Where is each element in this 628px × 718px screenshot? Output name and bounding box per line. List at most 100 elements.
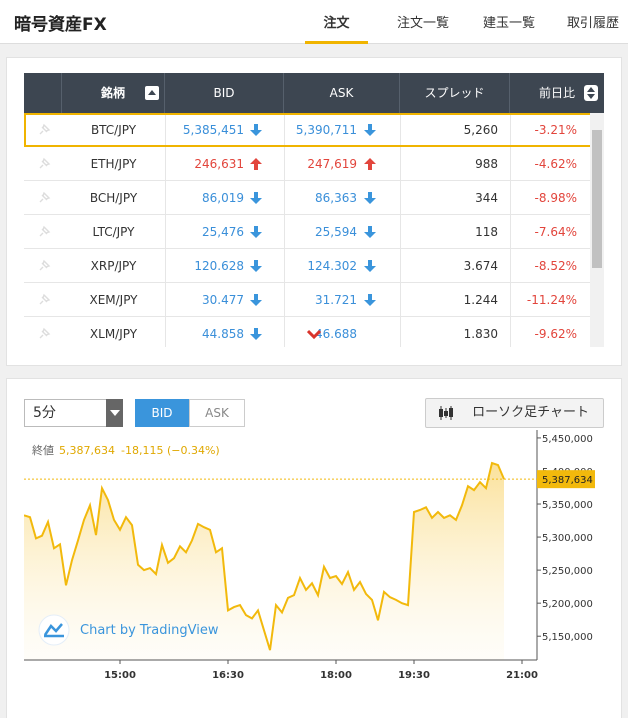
cell-divider bbox=[400, 317, 401, 347]
y-tick-label: 5,300,000 bbox=[542, 533, 593, 544]
ask-cell: 86,363 bbox=[315, 191, 357, 205]
bid-cell: 246,631 bbox=[194, 157, 244, 171]
x-tick-label: 19:30 bbox=[398, 670, 430, 681]
interval-select[interactable]: 5分 bbox=[24, 399, 123, 427]
logo bbox=[43, 623, 64, 638]
down-arrow bbox=[250, 192, 262, 204]
nav-tab[interactable]: 注文一覧 bbox=[396, 16, 449, 31]
chart-controls: 5分 BID ASK ローソク足チャート bbox=[24, 398, 604, 428]
x-tick-label: 18:00 bbox=[320, 670, 352, 681]
pin-icon bbox=[39, 157, 51, 169]
down-arrow bbox=[250, 124, 262, 136]
icon bbox=[250, 226, 262, 238]
spread-cell: 118 bbox=[475, 225, 498, 239]
pair-cell: XLM/JPY bbox=[89, 327, 138, 341]
change-cell: -11.24% bbox=[526, 293, 577, 307]
cell-divider bbox=[165, 147, 166, 181]
spread-cell: 344 bbox=[475, 191, 498, 205]
pin-icon bbox=[39, 327, 51, 339]
chart-type-button[interactable]: ローソク足チャート bbox=[425, 398, 604, 428]
cell-divider bbox=[165, 283, 166, 317]
pair-cell: BCH/JPY bbox=[89, 191, 138, 205]
x-tick-label: 15:00 bbox=[104, 670, 136, 681]
price-line bbox=[24, 461, 505, 651]
area-fill bbox=[24, 463, 504, 660]
column-header: スプレッド bbox=[400, 73, 510, 113]
cell-divider bbox=[510, 147, 511, 181]
table-row[interactable] bbox=[24, 317, 590, 347]
down-arrow bbox=[250, 260, 262, 272]
change-cell: -3.21% bbox=[534, 123, 577, 137]
up-arrow bbox=[364, 158, 376, 170]
header: 暗号資産FX 注文 注文一覧 建玉一覧 取引履歴 bbox=[0, 0, 628, 44]
spread-cell: 1.244 bbox=[463, 293, 498, 307]
bid-cell: 5,385,451 bbox=[182, 123, 244, 137]
legend-change: -18,115 (−0.34%) bbox=[121, 444, 220, 457]
cell-divider bbox=[400, 147, 401, 181]
cell-divider bbox=[510, 181, 511, 215]
icon bbox=[39, 123, 51, 135]
change-cell: -7.64% bbox=[534, 225, 577, 239]
icon bbox=[39, 225, 51, 237]
table-header bbox=[24, 73, 604, 113]
pin-icon bbox=[39, 191, 51, 203]
price-chart: 5,150,000 5,200,000 5,250,000 5,300,000 5,35… bbox=[24, 430, 595, 681]
table-row[interactable] bbox=[24, 147, 590, 181]
sort-box bbox=[584, 85, 598, 101]
pair-cell: XEM/JPY bbox=[89, 293, 138, 307]
nav-tab[interactable]: 取引履歴 bbox=[566, 16, 619, 31]
up-arrow bbox=[250, 158, 262, 170]
price-type-toggle[interactable]: ASK bbox=[189, 399, 245, 427]
cell-divider bbox=[400, 113, 401, 147]
cell-divider bbox=[400, 215, 401, 249]
down-arrow bbox=[364, 260, 376, 272]
icon bbox=[39, 293, 51, 305]
price-type-toggle[interactable]: BID bbox=[135, 399, 189, 427]
pair-cell: LTC/JPY bbox=[92, 225, 135, 239]
pair-cell: ETH/JPY bbox=[90, 157, 137, 171]
cell-divider bbox=[165, 215, 166, 249]
column-header: BID bbox=[165, 73, 284, 113]
down-arrow bbox=[250, 328, 262, 340]
icon bbox=[250, 124, 262, 136]
cell-divider bbox=[284, 147, 285, 181]
table-row[interactable] bbox=[24, 113, 590, 147]
cell-divider bbox=[510, 215, 511, 249]
cell-divider bbox=[510, 113, 511, 147]
icon bbox=[39, 327, 51, 339]
table-row[interactable] bbox=[24, 249, 590, 283]
table-row[interactable] bbox=[24, 283, 590, 317]
change-cell: -8.52% bbox=[534, 259, 577, 273]
ask-cell: 124.302 bbox=[307, 259, 357, 273]
y-tick-label: 5,450,000 bbox=[542, 434, 593, 445]
table-row[interactable] bbox=[24, 215, 590, 249]
cell-divider bbox=[400, 181, 401, 215]
sort-arrow bbox=[148, 90, 156, 95]
icon bbox=[250, 158, 262, 170]
bid-cell: 25,476 bbox=[202, 225, 244, 239]
table-row[interactable] bbox=[24, 181, 590, 215]
watermark: Chart by TradingView bbox=[80, 623, 219, 638]
scrollbar-thumb bbox=[592, 130, 602, 268]
pair-cell: XRP/JPY bbox=[90, 259, 137, 273]
down-arrow bbox=[364, 124, 376, 136]
cell-divider bbox=[284, 283, 285, 317]
y-tick-label: 5,350,000 bbox=[542, 500, 593, 511]
icon bbox=[250, 192, 262, 204]
column-header: ASK bbox=[284, 73, 400, 113]
column-header[interactable]: 前日比 bbox=[538, 86, 575, 100]
column-header[interactable]: 銘柄 bbox=[62, 73, 165, 113]
spread-cell: 1.830 bbox=[463, 327, 498, 341]
nav-tab[interactable]: 注文 bbox=[305, 12, 368, 44]
down-arrow bbox=[250, 226, 262, 238]
ask-cell: 31.721 bbox=[315, 293, 357, 307]
nav-tab[interactable]: 建玉一覧 bbox=[482, 16, 535, 31]
icon bbox=[39, 191, 51, 203]
icon bbox=[364, 192, 376, 204]
spread-cell: 5,260 bbox=[463, 123, 498, 137]
cell-divider bbox=[510, 283, 511, 317]
rate-table: 銘柄 BID ASK スプレッド 前日比 BTC/JPY 5,385,451 5,390,71… bbox=[24, 73, 604, 347]
cell-divider bbox=[400, 283, 401, 317]
cell-divider bbox=[510, 249, 511, 283]
y-tick-label: 5,200,000 bbox=[542, 599, 593, 610]
